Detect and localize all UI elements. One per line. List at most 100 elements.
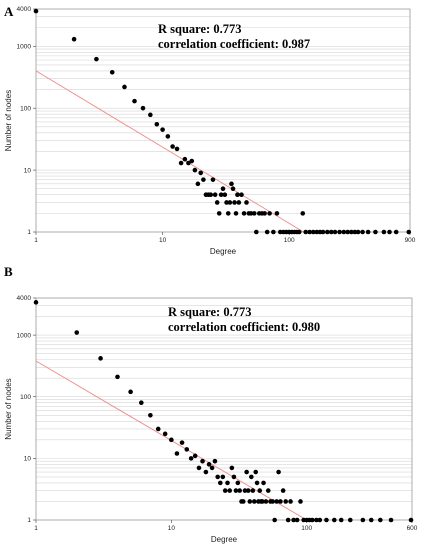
data-point	[355, 229, 361, 235]
data-point	[155, 426, 161, 432]
data-point	[245, 488, 251, 493]
data-point	[261, 480, 266, 486]
data-point	[33, 300, 39, 305]
data-point	[235, 192, 240, 198]
data-point	[360, 517, 366, 523]
data-point	[122, 84, 127, 90]
data-point	[277, 229, 283, 235]
data-point	[324, 517, 329, 523]
data-point	[198, 170, 204, 176]
data-point	[253, 469, 258, 475]
data-point	[240, 499, 246, 504]
data-point	[267, 211, 272, 216]
data-point	[251, 499, 257, 504]
regression-line	[35, 70, 304, 233]
data-point	[222, 488, 228, 493]
data-point	[254, 229, 259, 235]
data-point	[178, 160, 184, 166]
data-point	[174, 451, 180, 456]
data-point	[210, 177, 216, 182]
x-tick-label: 10	[168, 525, 176, 532]
data-point	[229, 465, 235, 471]
x-tick-label: 900	[405, 237, 416, 244]
data-point	[217, 480, 223, 486]
data-point	[368, 517, 374, 523]
data-point	[224, 200, 229, 205]
data-point	[128, 389, 133, 395]
data-point	[264, 229, 270, 235]
data-point	[365, 229, 371, 235]
plot-area-frame	[35, 297, 413, 521]
data-point	[231, 474, 237, 480]
data-point	[283, 499, 289, 504]
data-point	[244, 469, 249, 475]
data-point	[206, 462, 212, 467]
data-point	[254, 480, 260, 486]
y-tick-label: 10	[24, 456, 32, 463]
data-point	[251, 211, 257, 216]
data-point	[360, 229, 365, 235]
y-tick-label: 10	[24, 167, 32, 174]
data-point	[115, 374, 120, 380]
data-point	[192, 167, 198, 173]
data-point	[162, 431, 168, 437]
data-point	[148, 412, 153, 418]
data-point	[98, 356, 103, 361]
y-axis-title: Number of nodes	[4, 90, 13, 151]
data-point	[271, 229, 276, 235]
data-point	[192, 453, 198, 459]
data-point	[227, 200, 233, 205]
y-tick-label: 1	[27, 229, 31, 236]
data-point	[188, 456, 194, 461]
data-point	[332, 517, 337, 523]
data-point	[214, 200, 220, 205]
data-point	[212, 192, 218, 198]
data-point	[237, 488, 243, 493]
data-point	[225, 211, 231, 216]
data-point	[263, 499, 269, 504]
data-point	[388, 517, 394, 523]
data-point	[352, 229, 358, 235]
data-point	[216, 211, 222, 216]
x-tick-label: 10	[159, 237, 167, 244]
data-point	[230, 186, 236, 192]
correlation-annotation: correlation coefficient: 0.980	[168, 320, 320, 334]
data-point	[109, 69, 115, 75]
data-point	[248, 211, 254, 216]
data-point	[186, 160, 191, 166]
data-point	[378, 517, 383, 523]
data-point	[314, 229, 320, 235]
data-point	[249, 474, 254, 480]
data-point	[310, 229, 316, 235]
data-point	[170, 144, 175, 149]
data-point	[233, 211, 239, 216]
data-point	[244, 200, 249, 205]
data-point	[148, 112, 153, 118]
data-point	[195, 181, 201, 187]
data-point	[278, 499, 283, 504]
data-point	[212, 458, 218, 464]
chart-panel-a: 1 10 100 1000 4000 1 10 100 900 Degree Number of n…	[4, 4, 416, 256]
data-point	[208, 192, 214, 198]
data-point	[270, 499, 275, 504]
data-point	[332, 229, 338, 235]
data-point	[247, 499, 253, 504]
data-point	[250, 488, 256, 493]
data-point	[393, 229, 399, 235]
data-point	[209, 465, 215, 471]
data-point	[262, 211, 267, 216]
y-tick-label: 1000	[17, 43, 32, 50]
data-point	[165, 134, 171, 139]
data-point	[325, 229, 330, 235]
y-tick-label: 4000	[17, 295, 32, 302]
x-tick-label: 100	[284, 237, 295, 244]
x-tick-label: 1	[34, 525, 38, 532]
data-point	[169, 437, 174, 443]
data-point	[239, 192, 244, 198]
data-point	[307, 229, 312, 235]
data-point	[154, 121, 160, 127]
chart-panel-b: 1 10 100 1000 4000 1 10 100 600 Degree Number of n…	[4, 264, 418, 544]
data-point	[189, 158, 195, 164]
data-point	[71, 36, 77, 42]
